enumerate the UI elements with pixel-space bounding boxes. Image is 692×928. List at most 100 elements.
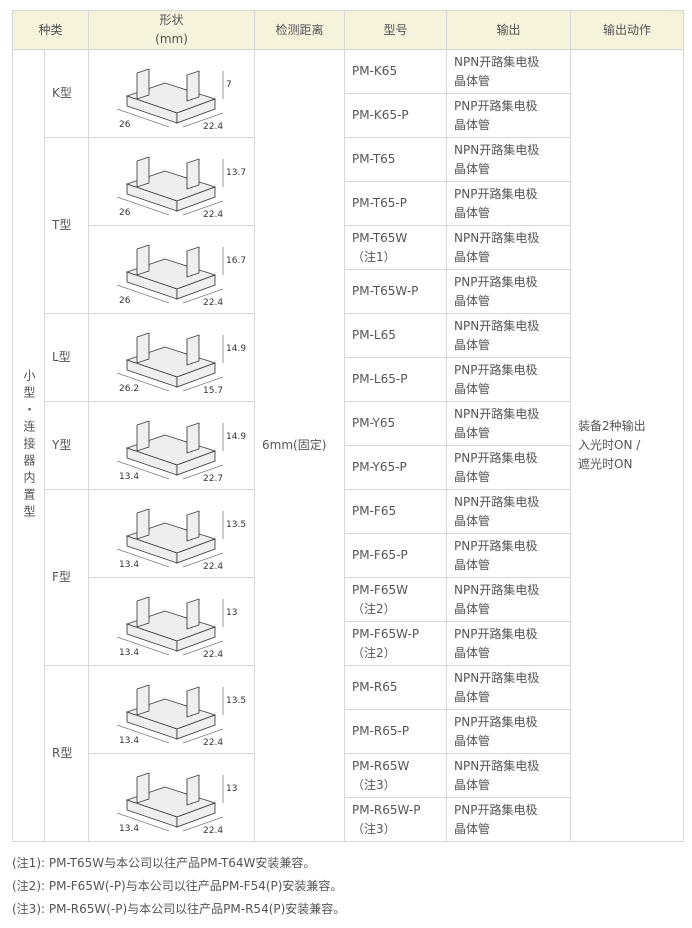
table-row: 13.4 22.4 13 PM-R65W （注3） NPN开路集电极 晶体管 bbox=[13, 753, 684, 842]
body bbox=[176, 801, 215, 828]
subtype-cell: Y型 bbox=[43, 401, 90, 490]
prong bbox=[136, 331, 149, 364]
output-cell: NPN开路集电极 晶体管 bbox=[446, 665, 572, 710]
model-name: PM-L65 bbox=[352, 328, 396, 342]
model-note: （注2） bbox=[352, 645, 396, 660]
note: (注2): PM-F65W(-P)与本公司以往产品PM-F54(P)安装兼容。 bbox=[12, 879, 343, 893]
dim-line bbox=[182, 464, 223, 479]
model-name: PM-T65-P bbox=[352, 196, 407, 210]
model-cell: PM-Y65 bbox=[344, 401, 448, 446]
dimension: 22.4 bbox=[203, 562, 223, 571]
prong bbox=[186, 685, 199, 718]
dim-line bbox=[182, 112, 223, 127]
model-name: PM-F65-P bbox=[352, 548, 408, 562]
output-cell: PNP开路集电极 晶体管 bbox=[446, 357, 572, 402]
output-text: PNP开路集电极 bbox=[454, 714, 538, 729]
dim-line bbox=[182, 640, 223, 655]
model-note: （注3） bbox=[352, 821, 396, 836]
output-text: PNP开路集电极 bbox=[454, 186, 538, 201]
model-name: PM-F65 bbox=[352, 504, 397, 518]
sensor-drawing: 13.4 22.4 13 bbox=[116, 595, 237, 660]
table-row: 13.4 22.4 13 PM-F65W （注2） NPN开路集电极 晶体管 bbox=[13, 577, 684, 666]
model-cell: PM-T65W-P bbox=[344, 269, 448, 314]
model-name: PM-R65W bbox=[352, 758, 410, 773]
output-text: PNP开路集电极 bbox=[454, 274, 538, 289]
dim-line bbox=[116, 108, 169, 127]
subtype-cell: T型 bbox=[43, 137, 90, 314]
output-cell: PNP开路集电极 晶体管 bbox=[446, 93, 572, 138]
model-cell: PM-K65-P bbox=[344, 93, 448, 138]
dim-line bbox=[182, 200, 223, 215]
output-cell: PNP开路集电极 晶体管 bbox=[446, 797, 572, 842]
dimension: 13.5 bbox=[226, 520, 246, 530]
output-cell: PNP开路集电极 晶体管 bbox=[446, 621, 572, 666]
dimension: 13.7 bbox=[226, 168, 246, 178]
table-body: 小型・连接器内置型 K型 26 22.4 7 6mm(固定) PM-K65 NPN开路集电极晶… bbox=[12, 49, 685, 842]
output-text: 晶体管 bbox=[454, 733, 491, 748]
dimension: 15.7 bbox=[203, 386, 223, 395]
dimension: 22.4 bbox=[203, 210, 223, 219]
output-text: 晶体管 bbox=[454, 777, 491, 792]
dimension: 22.4 bbox=[203, 122, 223, 131]
model-name: PM-K65-P bbox=[352, 108, 409, 122]
table-row: Y型 13.4 22.7 14.9 PM-Y65 NPN开路集电极 晶体管 bbox=[13, 401, 684, 490]
header-cell: 检测距离 bbox=[254, 10, 346, 50]
body bbox=[176, 537, 215, 564]
output-text: NPN开路集电极 bbox=[454, 54, 540, 69]
output-text: NPN开路集电极 bbox=[454, 142, 540, 157]
shape-cell: 13.4 22.4 13 bbox=[88, 577, 256, 666]
dim-line bbox=[116, 548, 169, 567]
output-cell: NPN开路集电极 晶体管 bbox=[446, 753, 572, 798]
dim-line bbox=[116, 812, 169, 831]
dim-line bbox=[116, 284, 169, 303]
dim-line bbox=[182, 288, 223, 303]
action-text: 入光时ON / bbox=[578, 438, 641, 452]
output-cell: NPN开路集电极 晶体管 bbox=[446, 577, 572, 622]
dimension: 7 bbox=[226, 80, 232, 90]
dim-line bbox=[182, 816, 223, 831]
sensor-drawing: 13.4 22.4 13.5 bbox=[116, 683, 246, 748]
shape-cell: 13.4 22.4 13 bbox=[88, 753, 256, 842]
model-cell: PM-R65W-P （注3） bbox=[344, 797, 448, 842]
prong bbox=[186, 509, 199, 542]
prong bbox=[186, 157, 199, 190]
distance-cell: 6mm(固定) bbox=[254, 49, 346, 842]
output-text: PNP开路集电极 bbox=[454, 626, 538, 641]
table-row: PM-L65-P PNP开路集电极 晶体管 bbox=[13, 357, 684, 402]
sensor-drawing: 13.4 22.7 14.9 bbox=[116, 419, 246, 484]
prong bbox=[136, 243, 149, 276]
action-cell: 装备2种输出 入光时ON / 遮光时ON bbox=[570, 49, 685, 842]
model-name: PM-T65 bbox=[352, 152, 396, 166]
model-name: PM-Y65 bbox=[352, 416, 396, 430]
output-text: PNP开路集电极 bbox=[454, 450, 538, 465]
shape-cell: 26 22.4 16.7 bbox=[88, 225, 256, 314]
body bbox=[176, 625, 215, 652]
model-name: PM-K65 bbox=[352, 64, 398, 78]
model-cell: PM-L65-P bbox=[344, 357, 448, 402]
output-cell: NPN开路集电极 晶体管 bbox=[446, 49, 572, 94]
output-cell: NPN开路集电极 晶体管 bbox=[446, 489, 572, 534]
dimension: 22.4 bbox=[203, 738, 223, 747]
dimension: 22.4 bbox=[203, 826, 223, 835]
group-label: 小型・连接器内置型 bbox=[22, 369, 36, 522]
model-cell: PM-T65 bbox=[344, 137, 448, 182]
output-text: NPN开路集电极 bbox=[454, 230, 540, 245]
prong bbox=[136, 155, 149, 188]
table-row: PM-T65W-P PNP开路集电极 晶体管 bbox=[13, 269, 684, 314]
output-text: 晶体管 bbox=[454, 469, 491, 484]
model-cell: PM-F65 bbox=[344, 489, 448, 534]
dim-line bbox=[182, 728, 223, 743]
header-cell: 种类 bbox=[11, 10, 90, 50]
shape-cell: 26 22.4 7 bbox=[88, 49, 256, 138]
header-text: 形状 bbox=[159, 13, 184, 27]
table-row: PM-F65W-P （注2） PNP开路集电极 晶体管 bbox=[13, 621, 684, 666]
output-text: 晶体管 bbox=[454, 557, 491, 572]
subtype-cell: R型 bbox=[43, 665, 90, 842]
output-cell: NPN开路集电极 晶体管 bbox=[446, 137, 572, 182]
output-text: 晶体管 bbox=[454, 601, 491, 616]
dim-line bbox=[116, 196, 169, 215]
dim-line bbox=[182, 552, 223, 567]
model-cell: PM-F65W-P （注2） bbox=[344, 621, 448, 666]
prong bbox=[136, 595, 149, 628]
model-cell: PM-R65 bbox=[344, 665, 448, 710]
